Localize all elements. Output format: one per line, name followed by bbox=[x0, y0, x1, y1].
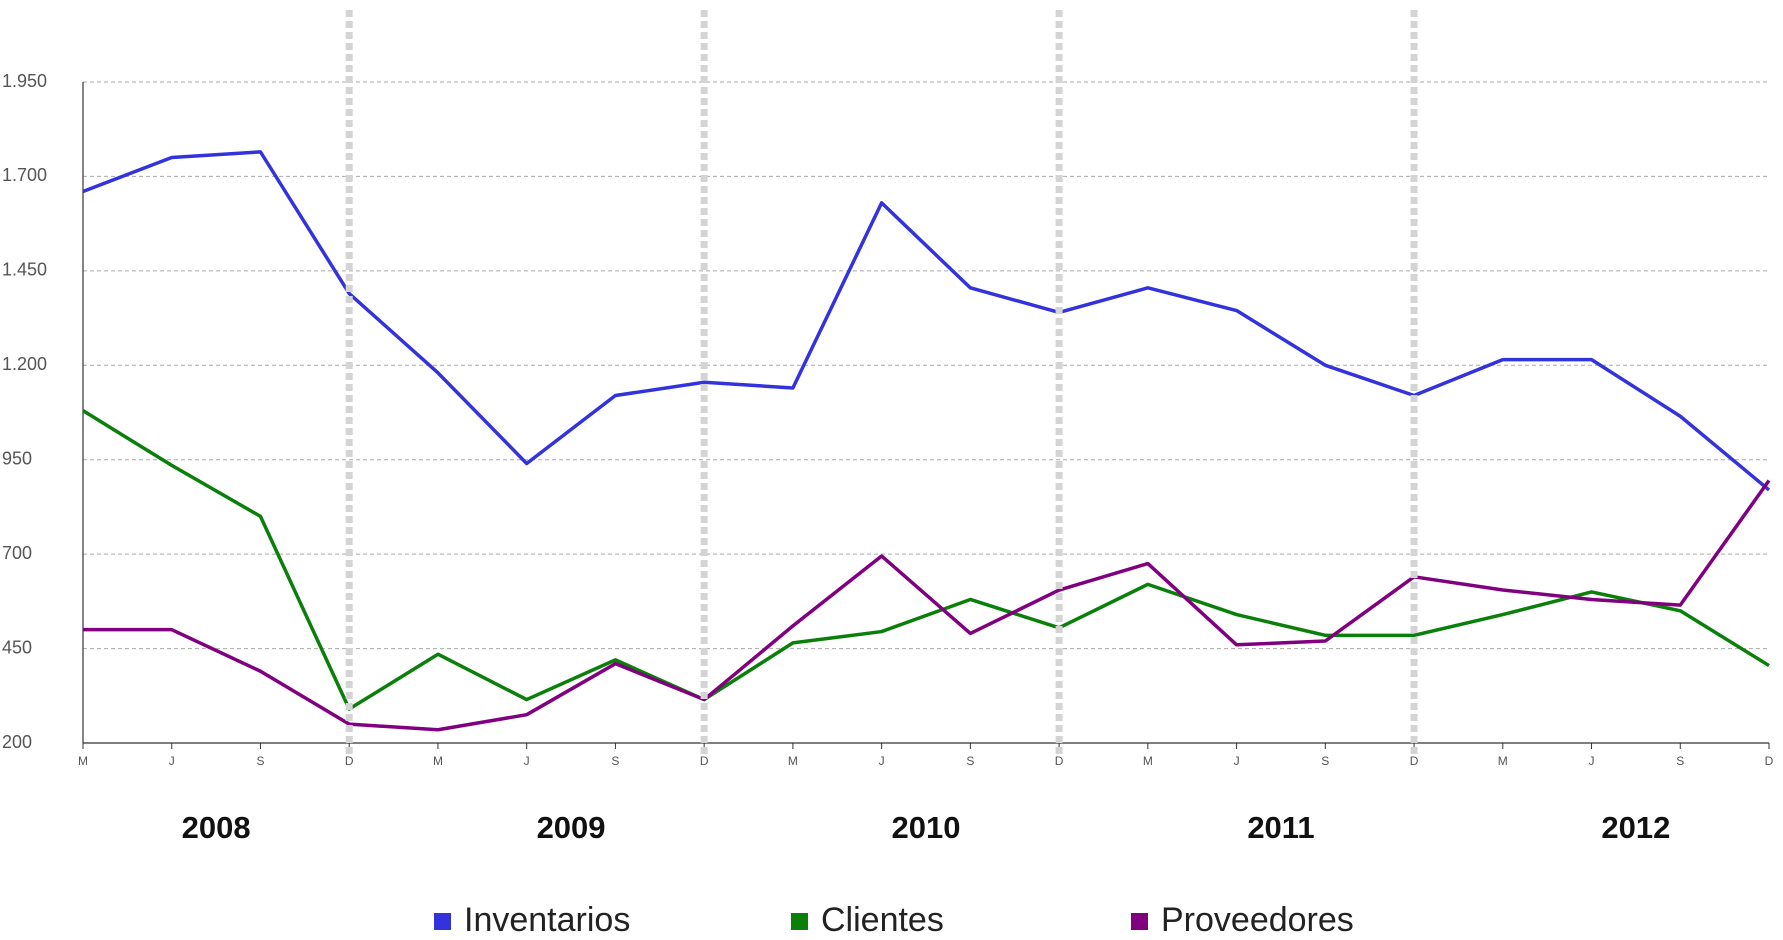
year-label: 2008 bbox=[182, 810, 251, 845]
x-tick-label: J bbox=[879, 754, 885, 768]
y-tick-label: 1.200 bbox=[2, 354, 47, 374]
x-tick-label: D bbox=[1765, 754, 1774, 768]
series-line bbox=[82, 150, 1771, 492]
y-tick-label: 1.950 bbox=[2, 71, 47, 91]
x-tick-label: J bbox=[1234, 754, 1240, 768]
x-tick-label: M bbox=[1498, 754, 1508, 768]
x-tick-label: D bbox=[1410, 754, 1419, 768]
year-label: 2010 bbox=[892, 810, 961, 845]
y-tick-label: 950 bbox=[2, 448, 32, 468]
x-tick-label: M bbox=[78, 754, 88, 768]
x-tick-label: S bbox=[256, 754, 264, 768]
y-tick-label: 700 bbox=[2, 543, 32, 563]
y-tick-label: 450 bbox=[2, 637, 32, 657]
legend-swatch bbox=[791, 913, 808, 930]
series-line bbox=[82, 409, 1770, 711]
x-tick-label: S bbox=[966, 754, 974, 768]
legend-label: Clientes bbox=[821, 901, 944, 939]
x-tick-label: D bbox=[345, 754, 354, 768]
legend-swatch bbox=[434, 913, 451, 930]
x-tick-label: M bbox=[788, 754, 798, 768]
series-line bbox=[83, 479, 1771, 732]
legend-label: Proveedores bbox=[1161, 901, 1354, 939]
legend-label: Inventarios bbox=[464, 901, 630, 939]
x-tick-label: D bbox=[700, 754, 709, 768]
y-tick-label: 1.450 bbox=[2, 260, 47, 280]
x-tick-label: J bbox=[524, 754, 530, 768]
y-tick-label: 1.700 bbox=[2, 165, 47, 185]
year-label: 2011 bbox=[1247, 810, 1314, 845]
year-label: 2009 bbox=[537, 810, 606, 845]
x-tick-label: D bbox=[1055, 754, 1064, 768]
x-tick-label: M bbox=[433, 754, 443, 768]
x-tick-label: S bbox=[1676, 754, 1684, 768]
y-tick-label: 200 bbox=[2, 732, 32, 752]
x-tick-label: M bbox=[1143, 754, 1153, 768]
x-tick-label: J bbox=[1589, 754, 1595, 768]
legend-swatch bbox=[1131, 913, 1148, 930]
x-tick-label: S bbox=[1321, 754, 1329, 768]
x-tick-label: J bbox=[169, 754, 175, 768]
x-tick-label: S bbox=[611, 754, 619, 768]
year-label: 2012 bbox=[1601, 810, 1670, 845]
